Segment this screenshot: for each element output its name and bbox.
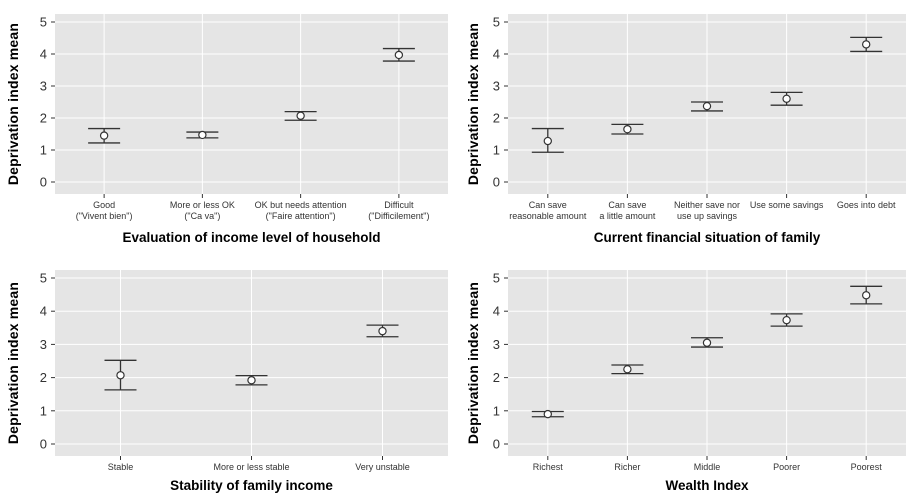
data-point [782, 315, 791, 325]
x-category-label-line: Richer [614, 462, 640, 472]
y-tick-label: 4 [40, 47, 47, 62]
x-category-label-line: Poorest [851, 462, 883, 472]
data-point [247, 376, 256, 385]
y-tick-label: 1 [40, 403, 47, 418]
data-point [378, 326, 387, 336]
x-category-label-line: Stable [108, 462, 134, 472]
data-point [862, 40, 871, 49]
y-axis-title: Deprivation index mean [465, 282, 481, 444]
y-tick-label: 2 [493, 370, 500, 385]
x-category-label: Very unstable [355, 462, 410, 472]
data-point [394, 50, 404, 60]
y-tick-label: 5 [493, 15, 500, 30]
x-category-label: Poorest [851, 462, 883, 472]
y-tick-label: 4 [493, 47, 500, 62]
data-point [702, 101, 712, 111]
data-point [702, 338, 712, 347]
y-tick-label: 0 [493, 175, 500, 190]
x-category-label: Poorer [773, 462, 800, 472]
x-category-label-line: Goes into debt [837, 200, 896, 210]
x-category-label-line: reasonable amount [509, 211, 587, 221]
x-category-label: Stable [108, 462, 134, 472]
y-tick-label: 2 [40, 111, 47, 126]
x-category-label: Richest [533, 462, 564, 472]
data-point [543, 409, 553, 419]
y-axis-title: Deprivation index mean [465, 23, 481, 185]
y-tick-label: 2 [493, 111, 500, 126]
x-category-label: Middle [694, 462, 721, 472]
y-tick-label: 0 [40, 437, 47, 452]
y-tick-label: 4 [40, 304, 47, 319]
chart-panel-3: 0 1 2 3 4 5 Stable More or less stable Very unst… [5, 270, 448, 493]
data-point [543, 136, 553, 146]
x-category-label: Neither save nor use up savings [674, 200, 740, 221]
x-category-label-line: Can save [608, 200, 646, 210]
data-point [623, 124, 632, 134]
data-point [99, 131, 109, 140]
y-tick-label: 2 [40, 370, 47, 385]
x-category-label: Good ("Vivent bien") [76, 200, 133, 221]
y-tick-label: 3 [493, 337, 500, 352]
y-tick-label: 3 [40, 79, 47, 94]
y-tick-label: 0 [40, 175, 47, 190]
x-category-label-line: Good [93, 200, 115, 210]
x-axis-title: Current financial situation of family [594, 230, 821, 245]
x-axis-title: Stability of family income [170, 478, 333, 493]
x-category-label-line: use up savings [677, 211, 738, 221]
y-tick-label: 1 [40, 143, 47, 158]
x-category-label: More or less stable [213, 462, 289, 472]
x-category-label: Difficult ("Difficilement") [368, 200, 429, 221]
x-category-label-line: ("Ca va") [184, 211, 220, 221]
y-tick-label: 5 [493, 271, 500, 286]
x-category-label-line: Middle [694, 462, 721, 472]
x-category-label-line: More or less stable [213, 462, 289, 472]
chart-panel-4: 0 1 2 3 4 5 Richest Richer Middle Poorer Poorest We… [465, 270, 906, 493]
y-tick-label: 3 [40, 337, 47, 352]
plot-background [55, 14, 448, 194]
data-point [116, 371, 125, 380]
y-tick-label: 1 [493, 143, 500, 158]
x-category-label-line: Richest [533, 462, 564, 472]
x-category-label-line: OK but needs attention [255, 200, 347, 210]
y-axis-title: Deprivation index mean [5, 23, 21, 185]
x-category-label: Can save a little amount [599, 200, 656, 221]
x-category-label: Richer [614, 462, 640, 472]
x-category-label-line: Neither save nor [674, 200, 740, 210]
data-point [296, 111, 305, 120]
data-point [198, 130, 207, 140]
data-point [782, 94, 791, 104]
x-category-label-line: ("Difficilement") [368, 211, 429, 221]
y-tick-label: 4 [493, 304, 500, 319]
x-category-label-line: Very unstable [355, 462, 410, 472]
x-category-label-line: Use some savings [750, 200, 824, 210]
y-tick-label: 0 [493, 437, 500, 452]
y-tick-label: 5 [40, 15, 47, 30]
x-category-label: Use some savings [750, 200, 824, 210]
x-category-label-line: More or less OK [170, 200, 235, 210]
x-axis-title: Wealth Index [665, 478, 749, 493]
x-category-label-line: a little amount [599, 211, 656, 221]
y-axis-title: Deprivation index mean [5, 282, 21, 444]
y-tick-label: 5 [40, 271, 47, 286]
x-category-label: Goes into debt [837, 200, 896, 210]
x-category-label: More or less OK ("Ca va") [170, 200, 235, 221]
y-tick-label: 1 [493, 403, 500, 418]
x-category-label-line: ("Vivent bien") [76, 211, 133, 221]
x-axis-title: Evaluation of income level of household [122, 230, 380, 245]
data-point [862, 291, 871, 300]
x-category-label-line: Difficult [384, 200, 414, 210]
x-category-label: OK but needs attention ("Faire attention"… [255, 200, 347, 221]
x-category-label: Can save reasonable amount [509, 200, 587, 221]
data-point [623, 365, 632, 374]
chart-panel-1: 0 1 2 3 4 5 Good ("Vivent bien") More or less OK… [5, 14, 448, 245]
x-category-label-line: Poorer [773, 462, 800, 472]
x-category-label-line: Can save [529, 200, 567, 210]
x-category-label-line: ("Faire attention") [266, 211, 336, 221]
y-tick-label: 3 [493, 79, 500, 94]
